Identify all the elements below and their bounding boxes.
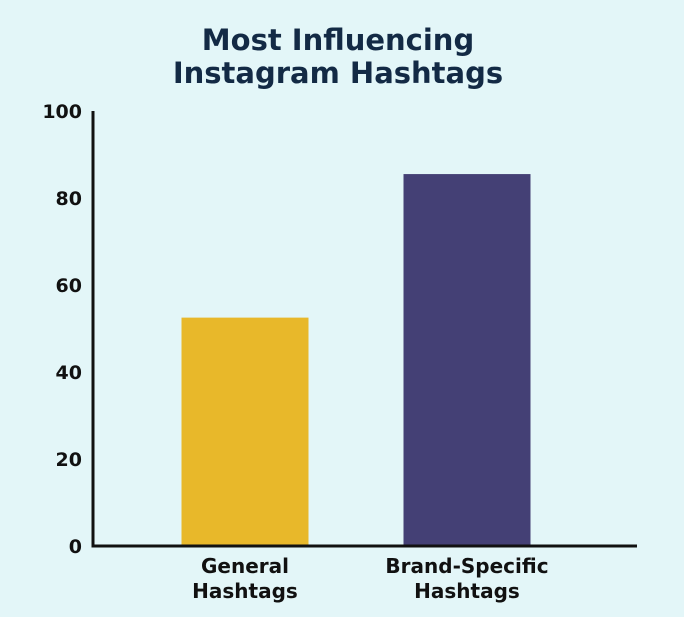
y-tick-label: 20 bbox=[56, 449, 82, 471]
y-tick-label: 40 bbox=[56, 362, 82, 384]
x-category-label: Brand-Specific bbox=[385, 554, 548, 578]
bar-1 bbox=[181, 317, 309, 546]
x-category-label: Hashtags bbox=[192, 579, 298, 603]
y-axis-ticks: 0 20 40 60 80 100 bbox=[42, 101, 82, 558]
y-tick-label: 60 bbox=[56, 275, 82, 297]
chart-title-line-2: Instagram Hashtags bbox=[173, 56, 503, 90]
bar-2 bbox=[403, 174, 531, 546]
y-tick-label: 100 bbox=[42, 101, 82, 123]
chart-title-line-1: Most Influencing bbox=[202, 23, 474, 57]
x-category-label: Hashtags bbox=[414, 579, 520, 603]
x-category-label: General bbox=[201, 554, 289, 578]
y-tick-label: 0 bbox=[69, 536, 82, 558]
bars-group bbox=[181, 174, 531, 546]
chart-title: Most Influencing Instagram Hashtags bbox=[173, 23, 503, 90]
y-tick-label: 80 bbox=[56, 188, 82, 210]
